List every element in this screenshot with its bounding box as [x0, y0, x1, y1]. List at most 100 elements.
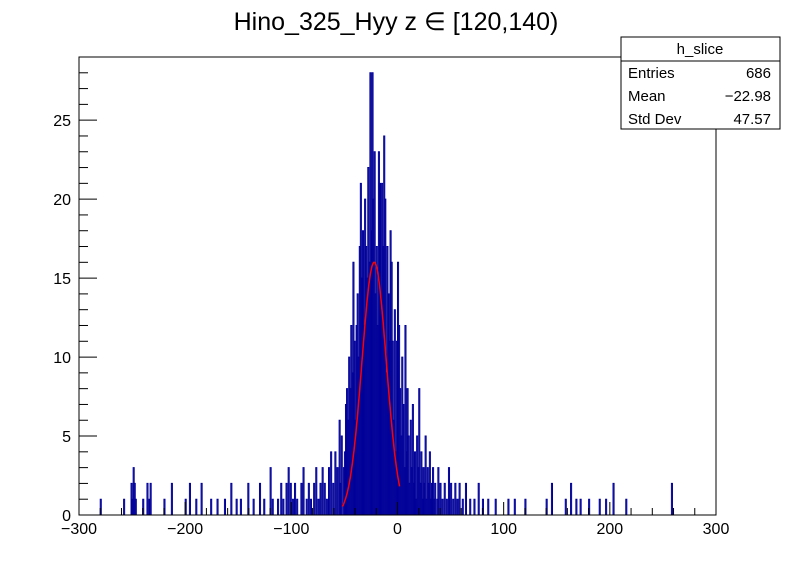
x-axis-ticks: −300 −200 −100 0 100 200 300: [61, 502, 729, 538]
x-tick-label: −300: [61, 521, 97, 538]
y-tick-label: 10: [53, 350, 71, 367]
histogram-bin: [411, 403, 414, 515]
histogram-bin: [188, 482, 191, 515]
histogram-bin: [443, 482, 446, 515]
histogram-bin: [413, 451, 417, 515]
histogram-bin: [99, 498, 102, 515]
stats-box-frame: [620, 36, 781, 130]
histogram-bin: [210, 498, 213, 515]
histogram-bin: [305, 498, 308, 515]
histogram-bin: [454, 482, 457, 515]
stats-entries-value: 686: [746, 65, 771, 82]
histogram-bin: [338, 419, 341, 515]
histogram-bin: [402, 403, 405, 515]
histogram-bin: [302, 467, 305, 515]
histogram-bin: [513, 498, 516, 515]
histogram-bin: [545, 498, 548, 515]
histogram-bin: [598, 498, 601, 515]
chart-title: Hino_325_Hyy z ∈ [120,140): [234, 8, 559, 36]
histogram-bin: [579, 498, 582, 515]
histogram-bin: [146, 482, 149, 515]
stats-stddev-value: 47.57: [733, 111, 771, 128]
histogram-bin: [307, 482, 310, 515]
stats-stddev-label: Std Dev: [628, 111, 682, 128]
histogram-bin: [258, 482, 262, 515]
histogram-bin: [570, 482, 573, 515]
histogram-bin: [313, 482, 316, 515]
histogram-bin: [280, 482, 283, 515]
y-tick-label: 5: [62, 429, 71, 446]
histogram-bin: [325, 498, 328, 515]
histogram-bars: [99, 72, 673, 515]
histogram-bin: [469, 498, 472, 515]
histogram-bin: [393, 309, 396, 515]
x-tick-label: −200: [167, 521, 203, 538]
histogram-bin: [464, 482, 468, 515]
histogram-bin: [605, 498, 608, 515]
histogram-bin: [588, 498, 591, 515]
histogram-bin: [428, 451, 431, 515]
histogram-bin: [195, 498, 198, 515]
histogram-bin: [200, 482, 203, 515]
histogram-bin: [142, 498, 145, 515]
histogram-bin: [481, 498, 484, 515]
histogram-bin: [418, 388, 421, 515]
histogram-bin: [252, 498, 255, 515]
histogram-bin: [327, 467, 331, 515]
x-tick-label: 200: [596, 521, 623, 538]
histogram-bin: [294, 482, 297, 515]
stats-box-title: h_slice: [677, 41, 724, 58]
histogram-bin: [271, 498, 274, 515]
histogram-bin: [291, 498, 294, 515]
y-tick-label: 20: [53, 192, 71, 209]
y-tick-label: 15: [53, 271, 71, 288]
x-tick-label: 300: [703, 521, 730, 538]
histogram-bin: [441, 498, 444, 515]
histogram-bin: [612, 482, 615, 515]
histogram-bin: [340, 435, 343, 515]
histogram-bin: [458, 482, 461, 515]
histogram-bin: [282, 498, 285, 515]
histogram-bin: [420, 451, 423, 515]
histogram-bin: [452, 498, 455, 515]
histogram-bin: [439, 482, 442, 515]
histogram-bin: [575, 498, 578, 515]
histogram-bin: [317, 498, 320, 515]
histogram-bin: [456, 498, 459, 515]
histogram-bin: [321, 467, 324, 515]
histogram-bin: [235, 498, 238, 515]
x-tick-label: −100: [273, 521, 309, 538]
histogram-bin: [487, 498, 490, 515]
histogram-bin: [223, 498, 227, 515]
histogram-bin: [445, 498, 448, 515]
histogram-bin: [247, 482, 250, 515]
histogram-bin: [319, 482, 322, 515]
histogram-bin: [334, 451, 337, 515]
histogram-bin: [323, 482, 326, 515]
histogram-bin: [336, 467, 339, 515]
histogram-bin: [507, 498, 510, 515]
histogram-bin: [450, 482, 453, 515]
histogram-bin: [524, 498, 527, 515]
histogram-bin: [309, 498, 313, 515]
stats-entries-label: Entries: [628, 65, 675, 82]
y-tick-label: 0: [62, 508, 71, 525]
histogram-bin: [285, 482, 288, 515]
histogram-bin: [239, 498, 242, 515]
histogram-bin: [437, 467, 440, 515]
x-tick-label: 0: [393, 521, 402, 538]
histogram-bin: [434, 482, 437, 515]
histogram-bin: [477, 482, 480, 515]
y-axis-ticks: 0 5 10 15 20 25: [53, 56, 97, 525]
histogram-bin: [625, 498, 628, 515]
histogram-bin: [424, 435, 427, 515]
histogram-bin: [269, 467, 272, 515]
histogram-bin: [296, 498, 299, 515]
fit-curve: [341, 261, 401, 507]
histogram-bin: [432, 467, 435, 515]
histogram-bin: [287, 467, 290, 515]
histogram-bin: [564, 498, 567, 515]
histogram-bin: [404, 324, 407, 515]
histogram-bin: [216, 498, 219, 515]
